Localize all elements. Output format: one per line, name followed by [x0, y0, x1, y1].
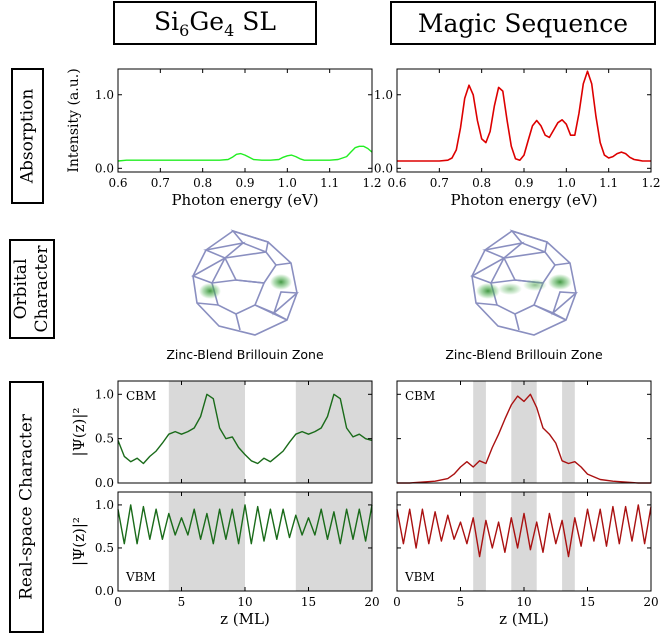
cbm-si6ge4-panel: 0.0 0.5 1.0 |Ψ(z)|² CBM	[70, 380, 373, 490]
vbm-magic-xtick-label-3: 15	[580, 595, 595, 609]
vbm-si6ge4-ytick-label-0: 0.0	[95, 584, 114, 598]
absorption-magic-series-line	[397, 70, 651, 162]
cbm-si6ge4-ytick-label-1: 0.5	[95, 432, 114, 446]
vbm-magic-xlabel: z (ML)	[499, 610, 549, 628]
vbm-si6ge4-xtick-label-1: 5	[178, 595, 186, 609]
absorption-si6ge4-xtick-label-6: 1.2	[362, 176, 381, 190]
vbm-magic-shade-2	[562, 492, 575, 591]
orbital-blob-left-2	[270, 274, 292, 290]
column-title-si6ge4-text: Si6Ge4 SL	[154, 6, 276, 40]
cbm-si6ge4-ylabel: |Ψ(z)|²	[70, 408, 88, 457]
vbm-si6ge4-tag: VBM	[125, 570, 156, 584]
vbm-magic-panel: 0 5 10 15 20 z (ML) VBM	[393, 491, 659, 628]
bz-caption-left: Zinc-Blend Brillouin Zone	[166, 347, 324, 362]
vbm-si6ge4-ytick-label-1: 0.5	[95, 541, 114, 555]
vbm-magic-xtick-label-4: 20	[643, 595, 658, 609]
cbm-magic-series-line	[397, 393, 651, 484]
vbm-si6ge4-panel: 0 5 10 15 20 0.0 0.5 1.0 z (ML) |Ψ(z)|² VBM	[70, 491, 380, 628]
absorption-magic-xlabel: Photon energy (eV)	[450, 191, 597, 209]
vbm-si6ge4-xtick-label-0: 0	[114, 595, 122, 609]
vbm-si6ge4-ytick-label-2: 1.0	[95, 498, 114, 512]
absorption-magic-xtick-label-0: 0.6	[387, 176, 406, 190]
orbital-blob-right-4	[548, 274, 572, 290]
vbm-magic-series-line	[396, 504, 652, 558]
cbm-magic-shade-0	[473, 381, 486, 483]
column-title-si6ge4: Si6Ge4 SL	[113, 1, 317, 45]
absorption-magic-ytick-label-0: 0.0	[374, 161, 393, 175]
absorption-si6ge4-xtick-label-5: 1.1	[320, 176, 339, 190]
absorption-magic-xtick-label-2: 0.8	[472, 176, 491, 190]
absorption-si6ge4-xtick-label-0: 0.6	[108, 176, 127, 190]
orbital-blob-right-3	[523, 279, 547, 291]
absorption-si6ge4-series-line	[117, 145, 373, 162]
vbm-si6ge4-shade-1	[295, 492, 372, 591]
brillouin-zone-left	[191, 229, 299, 336]
vbm-si6ge4-shade-0	[168, 492, 245, 591]
absorption-si6ge4-frame	[117, 68, 373, 173]
vbm-si6ge4-series-line	[117, 504, 373, 545]
vbm-magic-xtick-label-2: 10	[516, 595, 531, 609]
absorption-magic-ytick-label-1: 1.0	[374, 88, 393, 102]
cbm-si6ge4-shade-0	[168, 381, 245, 483]
absorption-si6ge4-xlabel: Photon energy (eV)	[171, 191, 318, 209]
cbm-si6ge4-shade-1	[295, 381, 372, 483]
cbm-magic-shade-2	[562, 381, 575, 483]
cbm-si6ge4-ytick-label-2: 1.0	[95, 387, 114, 401]
row-label-absorption: Absorption	[11, 68, 44, 204]
absorption-si6ge4-xtick-label-3: 0.9	[235, 176, 254, 190]
column-title-magic-text: Magic Sequence	[417, 8, 629, 38]
row-label-realspace: Real-space Character	[9, 381, 44, 633]
absorption-si6ge4-xtick-label-1: 0.7	[151, 176, 170, 190]
absorption-magic-xtick-label-3: 0.9	[514, 176, 533, 190]
vbm-si6ge4-xlabel: z (ML)	[220, 610, 270, 628]
orbital-blob-right-1	[476, 283, 500, 299]
vbm-si6ge4-xtick-label-4: 20	[364, 595, 379, 609]
absorption-si6ge4-xtick-label-2: 0.8	[193, 176, 212, 190]
bz-caption-right: Zinc-Blend Brillouin Zone	[445, 347, 603, 362]
vbm-magic-xtick-label-0: 0	[393, 595, 401, 609]
vbm-magic-xtick-label-1: 5	[457, 595, 465, 609]
vbm-si6ge4-xtick-label-2: 10	[237, 595, 252, 609]
cbm-magic-shade-1	[511, 381, 537, 483]
absorption-magic-xtick-label-4: 1.0	[557, 176, 576, 190]
absorption-magic-xtick-label-6: 1.2	[641, 176, 660, 190]
cbm-si6ge4-ytick-label-0: 0.0	[95, 476, 114, 490]
orbital-blob-left-1	[199, 283, 221, 299]
cbm-si6ge4-tag: CBM	[126, 389, 156, 403]
absorption-magic-xtick-label-5: 1.1	[599, 176, 618, 190]
vbm-si6ge4-ylabel: |Ψ(z)|²	[70, 517, 88, 566]
absorption-si6ge4-xtick-label-4: 1.0	[278, 176, 297, 190]
absorption-si6ge4-ytick-label-0: 0.0	[95, 161, 114, 175]
vbm-magic-tag: VBM	[404, 570, 435, 584]
cbm-magic-panel: CBM	[396, 380, 652, 484]
orbital-blob-right-2	[498, 283, 522, 295]
vbm-si6ge4-xtick-label-3: 15	[301, 595, 316, 609]
vbm-magic-shade-0	[473, 492, 486, 591]
absorption-si6ge4-ytick-label-1: 1.0	[95, 88, 114, 102]
absorption-magic-xtick-label-1: 0.7	[430, 176, 449, 190]
absorption-si6ge4-ylabel: Intensity (a.u.)	[66, 68, 82, 172]
column-title-magic: Magic Sequence	[390, 1, 656, 45]
brillouin-zone-right	[470, 229, 578, 336]
row-label-orbital: Orbital Character	[9, 239, 55, 339]
cbm-magic-tag: CBM	[405, 389, 435, 403]
cbm-si6ge4-series-line	[117, 393, 373, 465]
